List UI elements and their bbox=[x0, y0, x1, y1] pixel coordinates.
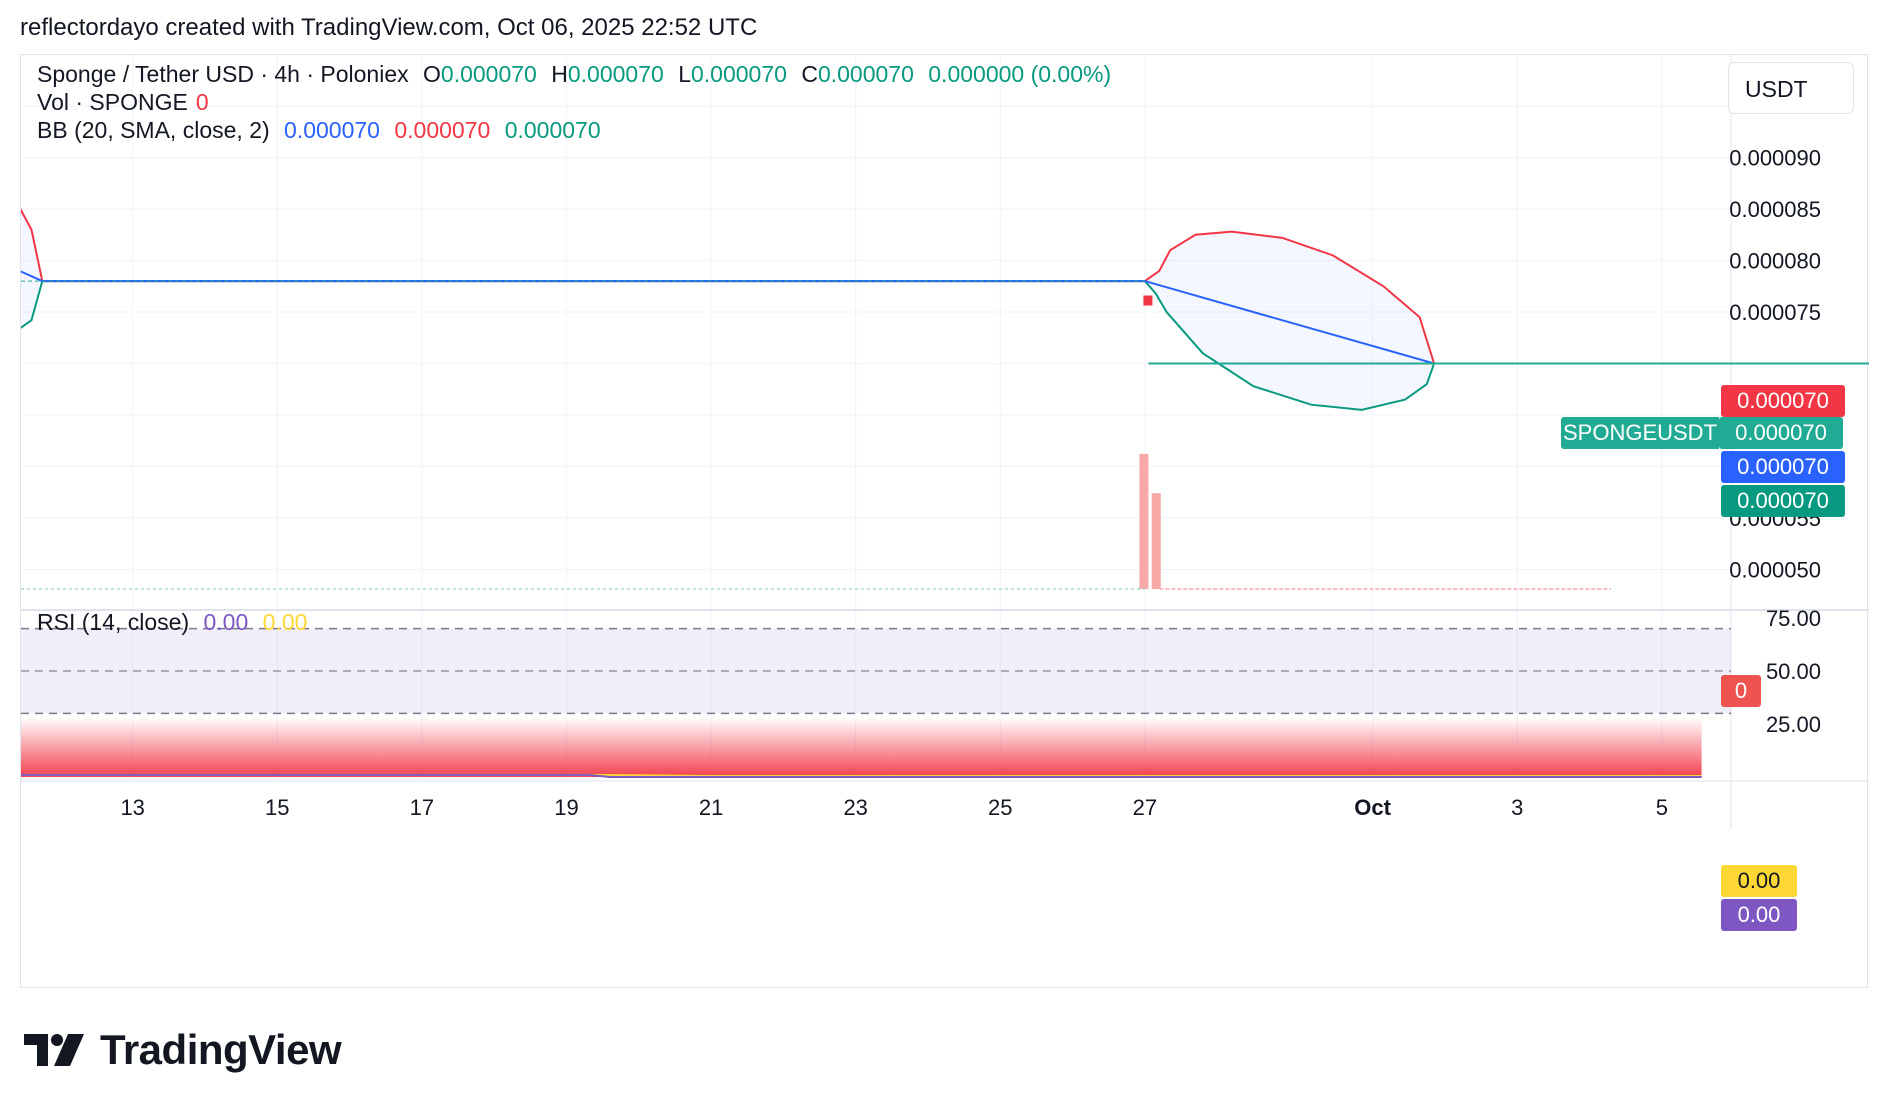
price-tag-last: 0.000070 bbox=[1719, 417, 1843, 449]
tradingview-logo[interactable]: TradingView bbox=[24, 1026, 342, 1074]
time-axis-label: 5 bbox=[1656, 795, 1668, 820]
rsi-line[interactable] bbox=[21, 773, 1702, 778]
time-axis-label: 25 bbox=[988, 795, 1012, 820]
symbol-label-tag: SPONGEUSDT bbox=[1561, 417, 1719, 449]
bb-basis-line[interactable] bbox=[21, 270, 1869, 365]
price-tag-rsi: 0.00 bbox=[1721, 899, 1797, 931]
volume-bar[interactable] bbox=[1139, 454, 1149, 589]
price-tag-bb-lower: 0.000070 bbox=[1721, 485, 1845, 517]
price-axis-label: 0.000075 bbox=[1729, 300, 1821, 325]
legend-rsi-label[interactable]: RSI (14, close) bbox=[37, 609, 190, 635]
legend-change: 0.000000 (0.00%) bbox=[928, 61, 1112, 87]
legend-high-label: H bbox=[551, 61, 568, 87]
legend-high: 0.000070 bbox=[567, 61, 664, 87]
price-axis-label: 0.000080 bbox=[1729, 249, 1821, 274]
rsi-axis-label: 75.00 bbox=[1766, 606, 1821, 631]
time-axis-label: 19 bbox=[554, 795, 578, 820]
tradingview-logo-icon bbox=[24, 1034, 84, 1066]
legend-bb-basis: 0.000070 bbox=[284, 117, 380, 143]
legend-bollinger[interactable]: BB (20, SMA, close, 2) 0.000070 0.000070… bbox=[37, 117, 609, 144]
legend-low-label: L bbox=[678, 61, 691, 87]
legend-rsi-value: 0.00 bbox=[203, 609, 249, 635]
legend-rsi-ma-value: 0.00 bbox=[262, 609, 308, 635]
bb-fill bbox=[1144, 231, 1435, 410]
chart-canvas[interactable]: 0.0000950.0000900.0000850.0000800.000075… bbox=[21, 55, 1869, 989]
rsi-oversold-fill bbox=[21, 717, 1702, 777]
chart-credit: reflectordayo created with TradingView.c… bbox=[20, 14, 758, 41]
legend-open-label: O bbox=[423, 61, 441, 87]
time-axis-label: 17 bbox=[410, 795, 434, 820]
volume-bar[interactable] bbox=[1151, 493, 1161, 589]
legend-close: 0.000070 bbox=[817, 61, 914, 87]
currency-selector[interactable]: USDT bbox=[1728, 62, 1854, 114]
time-axis-label: 23 bbox=[843, 795, 867, 820]
time-axis-label: 27 bbox=[1133, 795, 1157, 820]
price-tag-bb-upper: 0.000070 bbox=[1721, 385, 1845, 417]
legend-close-label: C bbox=[801, 61, 818, 87]
legend-bb-label[interactable]: BB (20, SMA, close, 2) bbox=[37, 117, 270, 143]
price-tag-rsi-ma: 0.00 bbox=[1721, 865, 1797, 897]
price-tag-bb-basis: 0.000070 bbox=[1721, 451, 1845, 483]
tradingview-logo-text: TradingView bbox=[100, 1026, 342, 1073]
candle-down[interactable] bbox=[1143, 295, 1153, 306]
legend-symbol[interactable]: Sponge / Tether USD · 4h · Poloniex bbox=[37, 61, 409, 87]
legend-bb-lower: 0.000070 bbox=[504, 117, 601, 143]
legend-volume[interactable]: Vol · SPONGE 0 bbox=[37, 89, 217, 116]
price-tag-volume: 0 bbox=[1721, 675, 1761, 707]
price-axis-label: 0.000090 bbox=[1729, 146, 1821, 171]
legend-bb-upper: 0.000070 bbox=[394, 117, 491, 143]
rsi-axis-label: 25.00 bbox=[1766, 712, 1821, 737]
legend-low: 0.000070 bbox=[690, 61, 787, 87]
chart-frame[interactable]: 0.0000950.0000900.0000850.0000800.000075… bbox=[20, 54, 1869, 989]
time-axis-label: 3 bbox=[1511, 795, 1523, 820]
legend-volume-value: 0 bbox=[195, 89, 209, 115]
price-axis-label: 0.000050 bbox=[1729, 558, 1821, 583]
price-axis-label: 0.000085 bbox=[1729, 197, 1821, 222]
time-axis-label: Oct bbox=[1354, 795, 1391, 820]
legend-volume-label[interactable]: Vol · SPONGE bbox=[37, 89, 188, 115]
legend-rsi[interactable]: RSI (14, close) 0.00 0.00 bbox=[37, 609, 315, 636]
time-axis-label: 21 bbox=[699, 795, 723, 820]
rsi-axis-label: 50.00 bbox=[1766, 659, 1821, 684]
legend-open: 0.000070 bbox=[440, 61, 537, 87]
time-axis-label: 15 bbox=[265, 795, 289, 820]
legend-main[interactable]: Sponge / Tether USD · 4h · Poloniex O0.0… bbox=[37, 61, 1119, 88]
time-axis-label: 13 bbox=[120, 795, 144, 820]
